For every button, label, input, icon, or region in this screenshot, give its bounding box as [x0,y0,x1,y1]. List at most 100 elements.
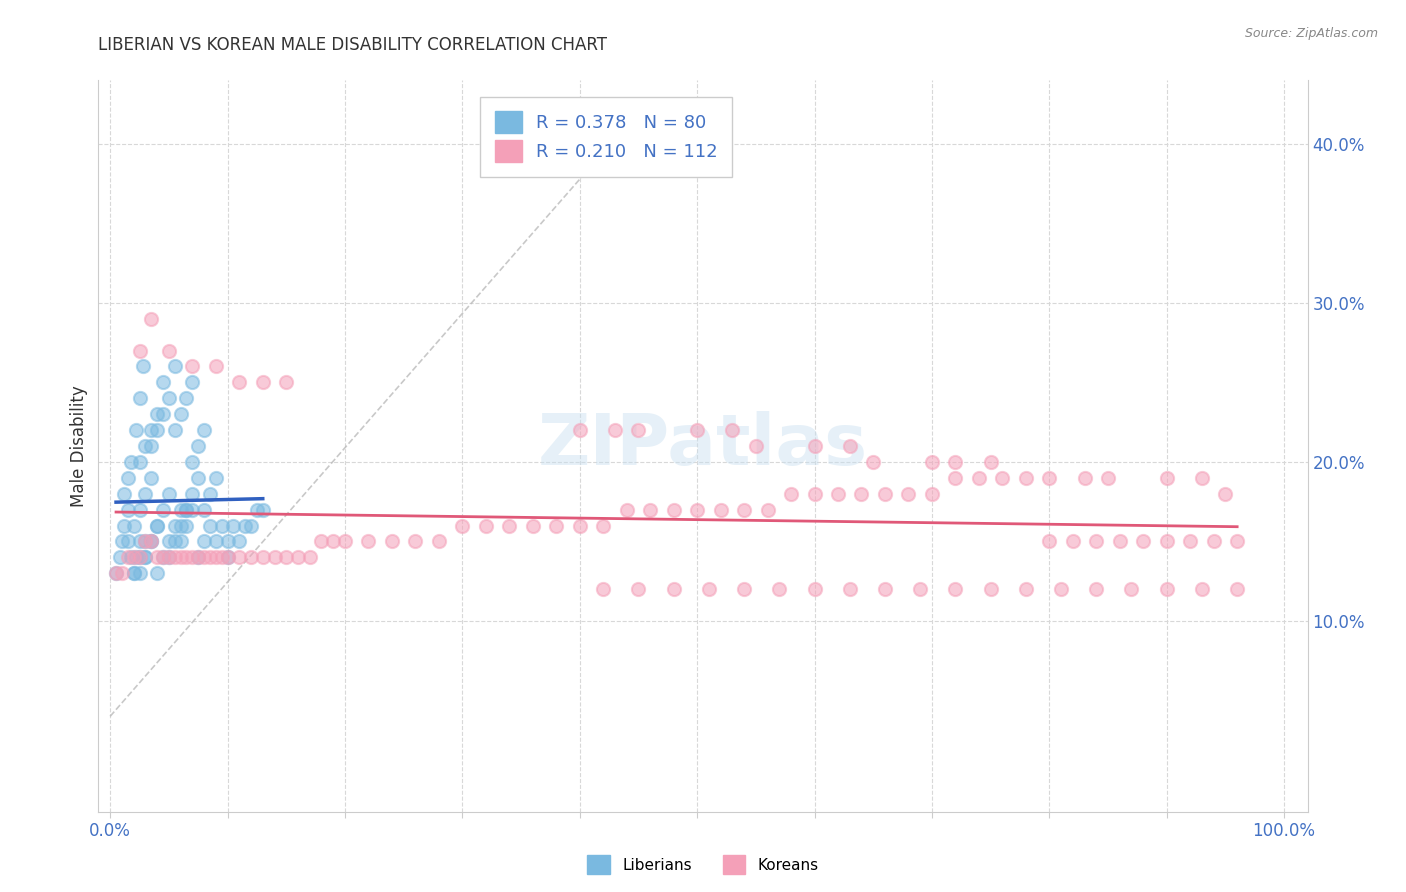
Point [803,582,825,596]
Point [1085,582,1108,596]
Point [181,502,204,516]
Point [146,407,169,421]
Point [404,534,426,549]
Point [803,486,825,500]
Point [141,311,163,326]
Point [204,471,226,485]
Point [546,518,568,533]
Point [381,534,404,549]
Point [134,534,156,549]
Point [838,582,860,596]
Point [193,423,215,437]
Point [146,550,169,565]
Point [721,423,744,437]
Point [240,518,263,533]
Point [176,502,198,516]
Point [233,518,256,533]
Point [980,455,1002,469]
Point [1226,534,1249,549]
Point [122,550,145,565]
Point [298,550,321,565]
Point [134,534,156,549]
Point [132,359,155,374]
Point [1156,471,1178,485]
Point [252,550,274,565]
Point [1108,534,1130,549]
Point [125,423,148,437]
Point [146,518,169,533]
Point [128,455,150,469]
Point [134,439,156,453]
Point [592,582,614,596]
Point [128,534,150,549]
Point [117,471,139,485]
Point [112,518,135,533]
Point [128,502,150,516]
Point [193,550,215,565]
Point [141,471,163,485]
Point [1202,534,1225,549]
Point [627,423,650,437]
Point [128,550,150,565]
Point [169,502,191,516]
Point [498,518,520,533]
Text: LIBERIAN VS KOREAN MALE DISABILITY CORRELATION CHART: LIBERIAN VS KOREAN MALE DISABILITY CORRE… [98,36,607,54]
Point [198,550,221,565]
Point [187,550,209,565]
Point [157,550,180,565]
Point [1085,534,1108,549]
Point [193,502,215,516]
Legend: Liberians, Koreans: Liberians, Koreans [581,849,825,880]
Point [780,486,803,500]
Legend: R = 0.378   N = 80, R = 0.210   N = 112: R = 0.378 N = 80, R = 0.210 N = 112 [481,96,733,177]
Point [1191,471,1213,485]
Point [117,534,139,549]
Point [873,486,896,500]
Point [1191,582,1213,596]
Point [1038,471,1060,485]
Point [128,343,150,358]
Point [1132,534,1154,549]
Point [122,566,145,581]
Point [105,566,128,581]
Point [733,582,755,596]
Y-axis label: Male Disability: Male Disability [70,385,89,507]
Point [603,423,626,437]
Point [862,455,884,469]
Point [117,502,139,516]
Point [357,534,380,549]
Point [211,550,233,565]
Point [157,486,180,500]
Point [1180,534,1202,549]
Point [252,376,274,390]
Point [427,534,450,549]
Point [1097,471,1119,485]
Point [111,566,134,581]
Point [163,423,186,437]
Point [128,566,150,581]
Point [980,582,1002,596]
Point [146,566,169,581]
Point [662,582,685,596]
Point [141,439,163,453]
Point [568,423,591,437]
Point [1062,534,1084,549]
Point [176,392,198,406]
Point [122,566,145,581]
Point [311,534,333,549]
Point [108,550,131,565]
Point [181,359,204,374]
Point [873,582,896,596]
Point [181,376,204,390]
Point [967,471,990,485]
Point [141,534,163,549]
Point [152,550,174,565]
Point [228,534,250,549]
Point [187,471,209,485]
Point [181,455,204,469]
Point [945,582,967,596]
Point [146,518,169,533]
Point [897,486,920,500]
Point [117,550,139,565]
Point [921,455,943,469]
